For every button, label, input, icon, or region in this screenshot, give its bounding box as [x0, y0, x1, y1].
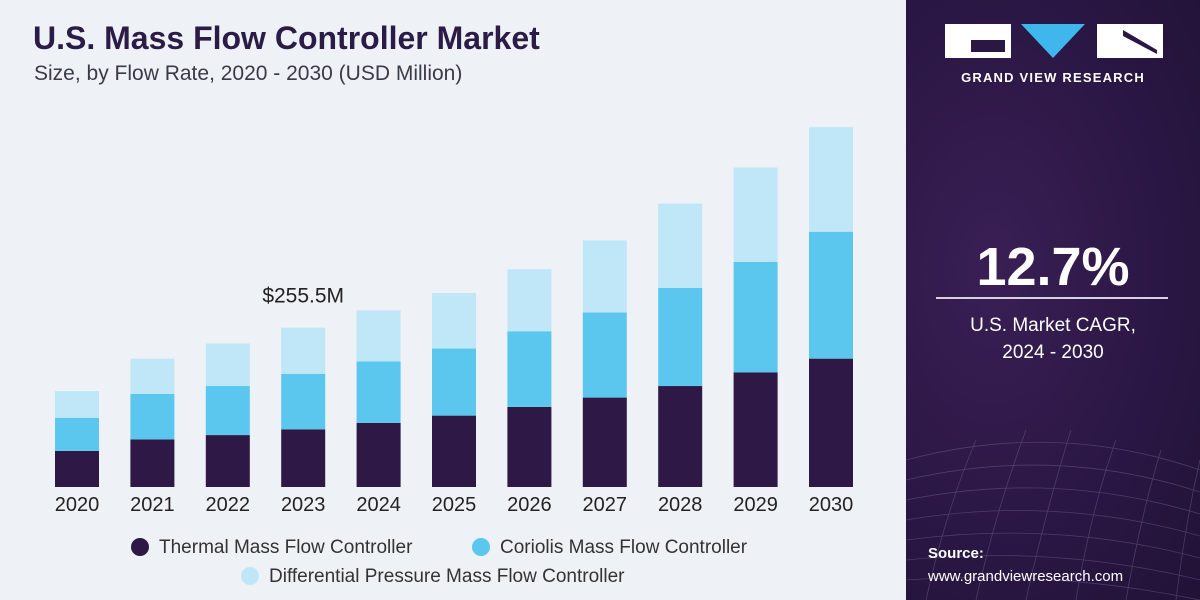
bar-differential-2027: [582, 240, 627, 313]
bar-coriolis-2027: [582, 312, 627, 398]
chart-title: U.S. Mass Flow Controller Market: [33, 20, 540, 56]
legend-swatch-thermal: [131, 538, 149, 556]
bar-thermal-2025: [432, 415, 476, 487]
bar-differential-2029: [733, 167, 778, 262]
legend-item-coriolis: Coriolis Mass Flow Controller: [472, 537, 747, 559]
bar-coriolis-2030: [809, 231, 853, 359]
bar-coriolis-2029: [733, 262, 778, 373]
brand-name: GRAND VIEW RESEARCH: [961, 70, 1145, 85]
annotation-2023: $255.5M: [262, 285, 344, 308]
bar-differential-2020: [55, 391, 99, 418]
bar-coriolis-2022: [205, 386, 250, 436]
legend-swatch-differential: [241, 567, 259, 585]
cagr-value: 12.7%: [976, 237, 1130, 297]
chart-panel: U.S. Mass Flow Controller Market Size, b…: [33, 20, 854, 588]
legend-label-differential: Differential Pressure Mass Flow Controll…: [269, 566, 625, 587]
x-tick-label-2021: 2021: [130, 494, 175, 516]
bar-thermal-2030: [809, 358, 853, 487]
legend-swatch-coriolis: [472, 538, 490, 556]
bar-coriolis-2021: [130, 393, 175, 440]
bar-differential-2030: [809, 127, 853, 232]
summary-panel: GRAND VIEW RESEARCH 12.7% U.S. Market CA…: [906, 0, 1200, 600]
legend-item-differential: Differential Pressure Mass Flow Controll…: [241, 566, 625, 588]
x-tick-label-2027: 2027: [583, 494, 628, 516]
grand-view-research-logo: [945, 24, 1163, 58]
bar-thermal-2028: [658, 386, 703, 487]
bar-differential-2025: [432, 293, 476, 349]
x-tick-label-2020: 2020: [55, 494, 100, 516]
grid-decoration: [906, 429, 1200, 600]
x-tick-label-2022: 2022: [206, 494, 251, 516]
bar-coriolis-2028: [658, 287, 703, 387]
bar-coriolis-2026: [507, 331, 552, 407]
bar-thermal-2027: [582, 397, 627, 487]
bar-coriolis-2025: [432, 348, 476, 416]
x-tick-label-2023: 2023: [281, 494, 326, 516]
bar-coriolis-2024: [356, 361, 401, 423]
x-tick-label-2025: 2025: [432, 494, 477, 516]
cagr-label-line1: U.S. Market CAGR,: [970, 315, 1136, 336]
bar-differential-2024: [356, 310, 401, 362]
x-tick-label-2024: 2024: [356, 494, 401, 516]
x-tick-label-2030: 2030: [809, 494, 854, 516]
bar-thermal-2020: [55, 450, 99, 487]
cagr-divider: [936, 297, 1168, 299]
legend-item-thermal: Thermal Mass Flow Controller: [131, 537, 412, 559]
legend-label-coriolis: Coriolis Mass Flow Controller: [500, 537, 748, 558]
bar-differential-2022: [205, 343, 250, 387]
cagr-label-line2: 2024 - 2030: [1002, 342, 1104, 363]
x-tick-label-2029: 2029: [733, 494, 778, 516]
bar-coriolis-2020: [55, 417, 99, 451]
bar-differential-2021: [130, 358, 175, 394]
stacked-bar-chart: 2020 2021 2022 2023 2024 2025 2026 2027 2028 2029…: [55, 127, 854, 516]
bar-coriolis-2023: [281, 373, 326, 430]
x-tick-label-2026: 2026: [507, 494, 552, 516]
bar-differential-2028: [658, 203, 703, 288]
legend-label-thermal: Thermal Mass Flow Controller: [159, 537, 413, 558]
bar-differential-2023: [281, 327, 326, 374]
bar-thermal-2026: [507, 406, 552, 487]
bar-differential-2026: [507, 269, 552, 332]
chart-subtitle: Size, by Flow Rate, 2020 - 2030 (USD Mil…: [34, 62, 463, 85]
bar-thermal-2029: [733, 372, 778, 487]
bar-thermal-2022: [205, 435, 250, 487]
cagr-label: U.S. Market CAGR, 2024 - 2030: [906, 312, 1200, 366]
source-url[interactable]: www.grandviewresearch.com: [928, 568, 1124, 585]
bar-thermal-2021: [130, 439, 175, 487]
source-label: Source:: [928, 545, 984, 562]
bar-thermal-2023: [281, 429, 326, 487]
bar-thermal-2024: [356, 422, 401, 487]
x-tick-label-2028: 2028: [658, 494, 703, 516]
